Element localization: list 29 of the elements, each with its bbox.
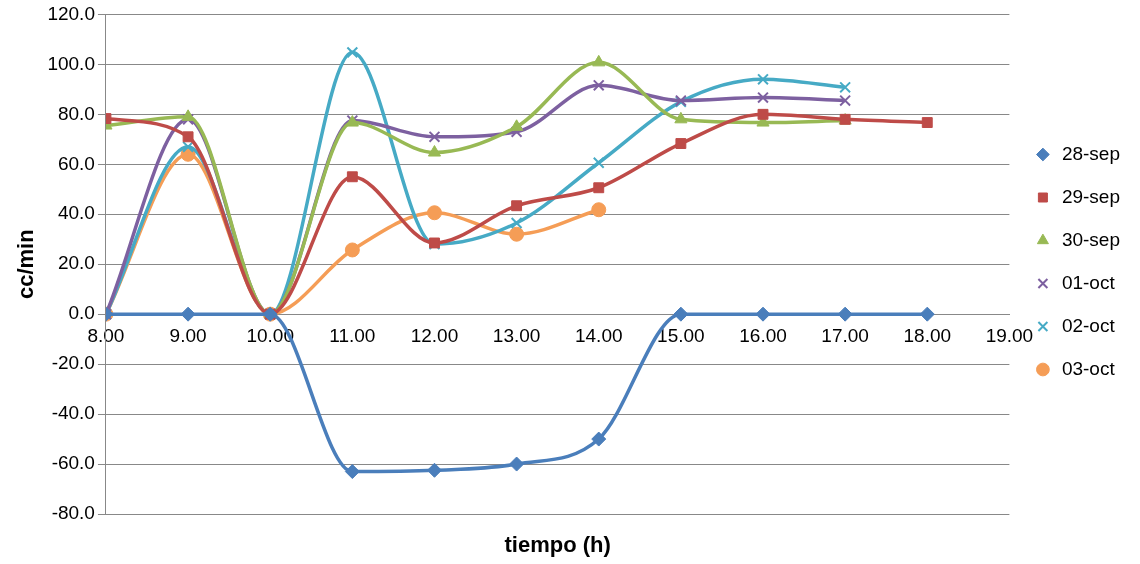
y-tick-label: 20.0 [57,252,95,274]
y-tick-label: 60.0 [57,152,95,174]
legend-label: 01-oct [1061,271,1116,293]
y-tick-label: -60.0 [51,452,95,474]
x-tick-label: 18.00 [903,324,952,346]
y-axis-title: cc/min [13,229,39,300]
legend-label: 28-sep [1061,142,1121,164]
y-tick-label: 100.0 [47,52,95,74]
x-tick-label: 12.00 [410,324,459,346]
x-tick-label: 15.00 [657,324,705,346]
y-tick-label: -80.0 [51,502,95,524]
y-tick-label: -40.0 [51,402,95,424]
x-axis-title: tiempo (h) [504,532,611,557]
legend-label: 30-sep [1061,228,1121,250]
y-tick-label: -20.0 [51,352,95,374]
y-tick-label: 0.0 [68,302,95,324]
x-tick-label: 16.00 [739,324,787,346]
x-tick-label: 19.00 [985,324,1034,346]
x-tick-label: 11.00 [329,324,376,346]
x-tick-label: 14.00 [574,324,623,346]
legend-label: 03-oct [1061,357,1116,379]
x-tick-label: 9.00 [169,324,207,346]
y-tick-label: 40.0 [57,202,95,224]
legend-label: 02-oct [1061,314,1116,336]
legend-label: 29-sep [1061,185,1121,207]
x-tick-label: 13.00 [492,324,541,346]
y-tick-label: 80.0 [57,102,95,124]
x-tick-label: 17.00 [821,324,869,346]
y-tick-label: 120.0 [47,2,95,24]
